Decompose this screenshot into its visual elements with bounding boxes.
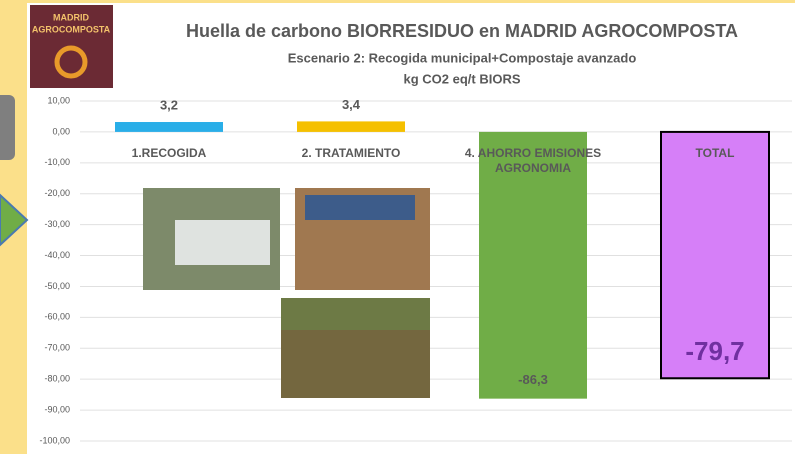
y-tick-label: -60,00 [44,312,70,322]
top-strip [0,0,795,3]
y-tick-label: -80,00 [44,374,70,384]
bar [660,130,770,380]
y-tick-label: -50,00 [44,281,70,291]
side-arrow [0,193,29,247]
y-tick-label: -10,00 [44,157,70,167]
chart-title: Huella de carbono BIORRESIDUO en MADRID … [186,21,738,41]
y-tick-label: -30,00 [44,219,70,229]
y-tick-label: -40,00 [44,250,70,260]
bar [297,121,405,132]
y-label: kg CO2 eq/t BIORS [403,71,520,86]
data-label: -86,3 [518,372,548,387]
logo-text: AGROCOMPOSTA [32,24,111,34]
x-tick-label: 2. TRATAMIENTO [301,146,401,160]
data-label: 3,2 [160,97,178,112]
y-tick-label: -90,00 [44,404,70,414]
y-tick-label: 0,00 [52,126,70,136]
bar [115,122,223,132]
y-tick-label: -70,00 [44,343,70,353]
bar [479,131,587,399]
logo-text: MADRID [53,12,89,22]
data-label: -79,7 [685,336,744,366]
x-tick-label: 4. AHORRO EMISIONES AGRONOMIA [464,146,602,175]
photo-pallets-cover [305,195,415,220]
side-box [0,95,15,160]
photo-field-soil [281,330,430,398]
chart-subtitle: Escenario 2: Recogida municipal+Composta… [288,50,637,65]
y-tick-label: -100,00 [39,435,70,445]
x-tick-label: 1.RECOGIDA [131,146,207,160]
y-tick-label: 10,00 [47,95,70,105]
photo-truck-body [175,220,270,265]
x-tick-label: TOTAL [695,146,735,160]
y-tick-label: -20,00 [44,188,70,198]
data-label: 3,4 [342,97,361,112]
logo-ring [54,45,88,79]
